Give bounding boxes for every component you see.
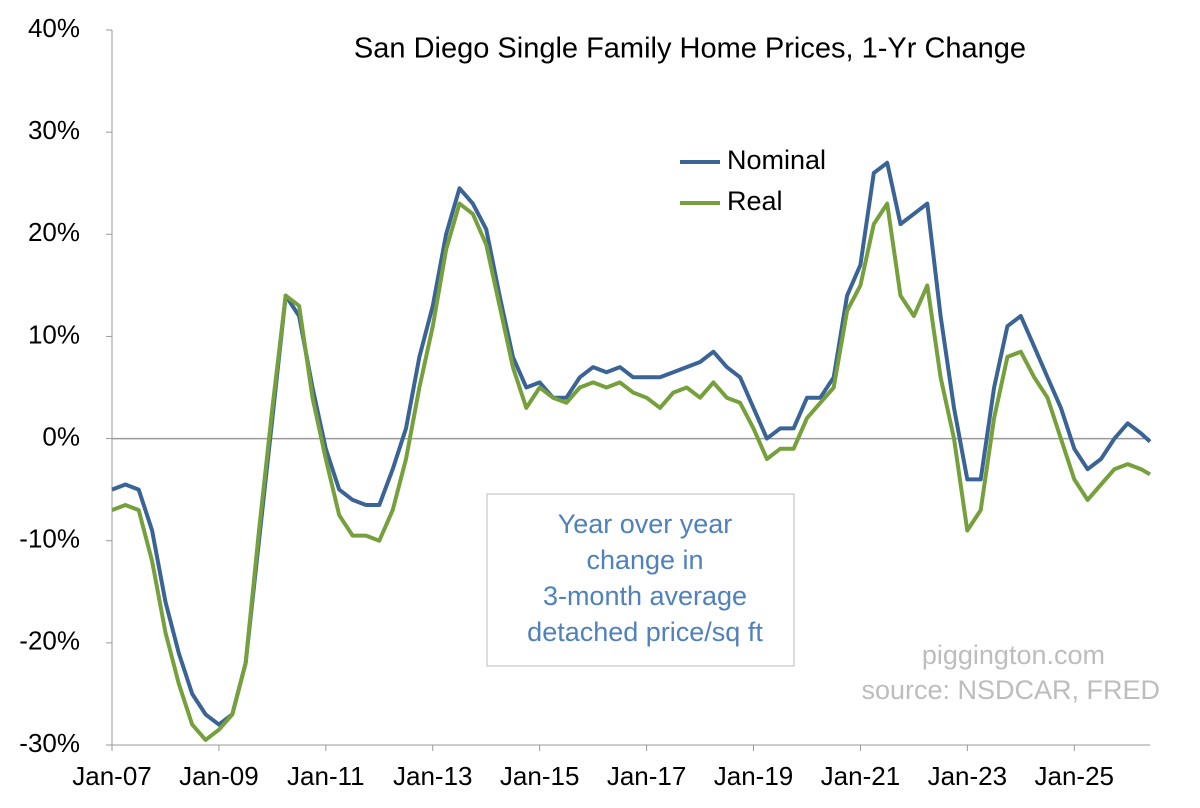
x-tick-label: Jan-21 — [821, 761, 901, 791]
series-line — [111, 201, 1151, 742]
x-tick-label: Jan-17 — [607, 761, 687, 791]
chart-title: San Diego Single Family Home Prices, 1-Y… — [354, 33, 1026, 65]
watermark: source: NSDCAR, FRED — [861, 675, 1160, 705]
y-tick-label: 40% — [28, 13, 80, 43]
legend-label: Nominal — [727, 145, 826, 175]
x-tick-label: Jan-13 — [393, 761, 473, 791]
x-tick-label: Jan-07 — [72, 761, 152, 791]
y-tick-label: 30% — [28, 115, 80, 145]
x-tick-label: Jan-19 — [714, 761, 794, 791]
x-tick-label: Jan-09 — [179, 761, 259, 791]
y-tick-label: 0% — [42, 421, 80, 451]
x-tick-label: Jan-23 — [928, 761, 1008, 791]
x-tick-label: Jan-11 — [287, 761, 365, 791]
legend-label: Real — [727, 186, 783, 216]
y-tick-label: -20% — [19, 626, 80, 656]
y-tick-label: -10% — [19, 524, 80, 554]
y-tick-label: 10% — [28, 319, 80, 349]
annotation-text: detached price/sq ft — [527, 617, 763, 647]
watermark: piggington.com — [922, 640, 1105, 670]
x-tick-label: Jan-25 — [1035, 761, 1115, 791]
annotation-box — [486, 493, 795, 667]
annotation-text: change in — [586, 545, 703, 575]
y-tick-label: 20% — [28, 217, 80, 247]
annotation-text: Year over year — [558, 509, 733, 539]
x-tick-label: Jan-15 — [500, 761, 580, 791]
annotation-text: 3-month average — [543, 581, 747, 611]
y-tick-label: -30% — [19, 728, 80, 758]
